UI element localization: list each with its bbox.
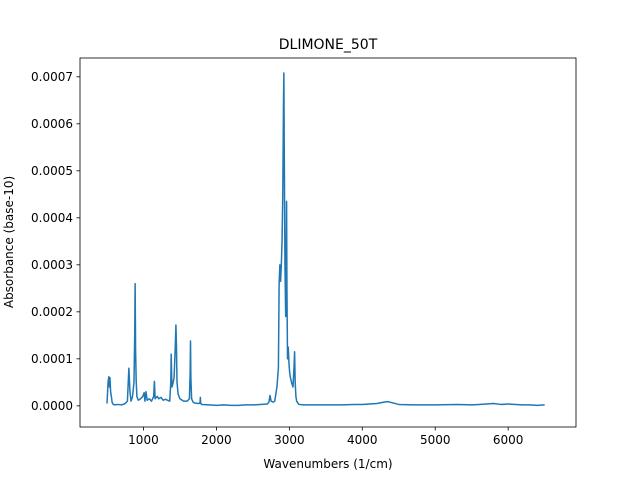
y-tick-label: 0.0002 [31, 305, 73, 319]
x-tick-label: 6000 [493, 433, 524, 447]
y-tick-label: 0.0000 [31, 399, 73, 413]
y-tick-label: 0.0003 [31, 258, 73, 272]
x-axis-label: Wavenumbers (1/cm) [263, 457, 392, 471]
x-tick-label: 1000 [128, 433, 159, 447]
y-tick-label: 0.0004 [31, 211, 73, 225]
x-tick-label: 2000 [201, 433, 232, 447]
plot-frame [79, 57, 577, 428]
y-tick-label: 0.0007 [31, 70, 73, 84]
series-line [106, 72, 545, 407]
x-axis-ticks: 1000 2000 3000 4000 5000 6000 [128, 427, 523, 447]
y-axis-ticks: 0.0000 0.0001 0.0002 0.0003 0.0004 0.0005 0.00… [31, 70, 80, 413]
chart-title: DLIMONE_50T [279, 37, 378, 53]
y-tick-label: 0.0005 [31, 164, 73, 178]
x-tick-label: 5000 [420, 433, 451, 447]
x-tick-label: 4000 [347, 433, 378, 447]
y-axis-label: Absorbance (base-10) [2, 176, 16, 308]
x-tick-label: 3000 [274, 433, 305, 447]
y-tick-label: 0.0001 [31, 352, 73, 366]
y-tick-label: 0.0006 [31, 117, 73, 131]
